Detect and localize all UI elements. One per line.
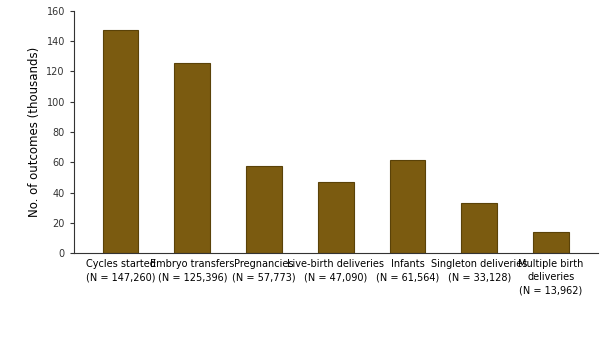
Bar — [533, 232, 569, 253]
Bar — [174, 63, 210, 253]
Y-axis label: No. of outcomes (thousands): No. of outcomes (thousands) — [28, 47, 41, 217]
Bar — [246, 166, 282, 253]
Bar — [103, 30, 139, 253]
Bar — [318, 182, 354, 253]
Bar — [461, 203, 497, 253]
Bar — [389, 160, 426, 253]
